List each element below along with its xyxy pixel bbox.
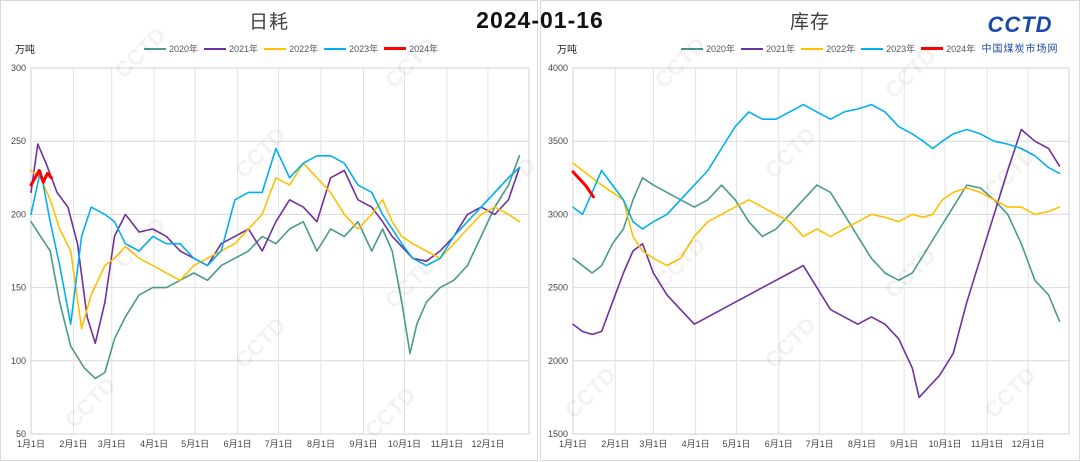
x-tick-label: 11月1日 [971,439,1003,449]
inventory-panel: 库存 万吨 2020年 2021年 2022年 2023年 2024年 1500 2000… [540,0,1080,461]
legend-swatch [741,47,764,50]
y-tick-label: 150 [11,283,26,293]
legend-item: 2024年 [384,42,438,55]
series-line [571,170,595,199]
series-line [29,169,53,187]
series-line [30,162,521,330]
y-unit-label: 万吨 [15,45,35,56]
x-tick-label: 5月1日 [181,439,209,449]
legend-label: 2023年 [886,44,916,54]
y-tick-label: 100 [11,356,26,366]
x-tick-label: 2月1日 [601,439,629,449]
legend-label: 2024年 [946,44,976,54]
legend-label: 2023年 [349,44,379,54]
logo-mark: CCTD [987,12,1053,37]
y-unit-label: 万吨 [557,45,577,56]
y-tick-label: 2000 [548,356,568,366]
x-tick-label: 3月1日 [98,439,126,449]
y-tick-label: 250 [11,136,26,146]
series-line [30,143,521,344]
x-tick-label: 2月1日 [59,439,87,449]
x-tick-label: 3月1日 [639,439,667,449]
y-tick-label: 3000 [548,209,568,219]
series-line [30,155,521,380]
legend-label: 2020年 [706,44,736,54]
legend-item: 2022年 [801,42,855,55]
legend-swatch [264,47,287,50]
legend-item: 2020年 [681,42,735,55]
legend-item: 2023年 [861,42,915,55]
x-tick-label: 1月1日 [17,439,45,449]
y-tick-label: 2500 [548,283,568,293]
legend-item: 2020年 [144,42,198,55]
y-tick-label: 4000 [548,63,568,73]
x-tick-label: 12月1日 [1012,439,1045,449]
x-tick-label: 4月1日 [682,439,710,449]
legend-label: 2020年 [169,44,199,54]
legend-swatch [384,47,407,50]
legend-swatch [144,47,166,50]
series-line [30,147,521,325]
series-line [572,103,1061,230]
y-tick-label: 50 [16,429,26,439]
legend-item: 2021年 [741,42,795,55]
x-tick-label: 10月1日 [928,439,961,449]
legend-label: 2024年 [409,44,439,54]
x-tick-label: 11月1日 [431,439,463,449]
x-tick-label: 6月1日 [224,439,252,449]
legend-item: 2024年 [921,42,975,55]
legend-label: 2021年 [229,44,259,54]
x-tick-label: 12月1日 [471,439,504,449]
cctd-logo: CCTD 中国煤炭市场网 [970,12,1070,70]
x-tick-label: 7月1日 [806,439,834,449]
legend-swatch [921,47,944,50]
x-tick-label: 5月1日 [723,439,751,449]
x-tick-label: 8月1日 [307,439,335,449]
y-tick-label: 3500 [548,136,568,146]
x-tick-label: 4月1日 [140,439,168,449]
legend-swatch [324,47,347,50]
legend-swatch [681,47,703,50]
legend-swatch [204,47,227,50]
daily-consumption-panel: 日耗 万吨 2020年 2021年 2022年 2023年 2024年 50 100 150… [0,0,538,461]
series-line [572,177,1061,323]
legend-swatch [861,47,884,50]
x-tick-label: 10月1日 [388,439,421,449]
legend-label: 2022年 [289,44,319,54]
chart-title-daily-consumption: 日耗 [248,12,289,33]
inventory-plot: 1500 2000 2500 3000 3500 4000 1月1日 2月1日 3月1日 4月1日… [548,63,1070,449]
legend-item: 2021年 [204,42,258,55]
x-tick-label: 9月1日 [349,439,377,449]
legend-label: 2022年 [826,44,856,54]
logo-subtitle: 中国煤炭市场网 [981,44,1059,55]
x-tick-label: 7月1日 [265,439,293,449]
legend-swatch [801,47,824,50]
legend-label: 2021年 [766,44,796,54]
legend: 2020年 2021年 2022年 2023年 2024年 [681,42,975,55]
series-line [572,128,1061,399]
legend: 2020年 2021年 2022年 2023年 2024年 [144,42,438,55]
x-tick-label: 8月1日 [848,439,876,449]
x-tick-label: 9月1日 [890,439,918,449]
series-line [572,162,1061,267]
y-tick-label: 200 [11,209,26,219]
y-tick-label: 1500 [548,429,568,439]
daily-consumption-plot: 50 100 150 200 250 300 1月1日 2月1日 3月1日 4月1日 5月1日 6月1… [11,63,530,449]
chart-title-inventory: 库存 [789,12,830,33]
y-tick-label: 300 [11,63,26,73]
x-tick-label: 6月1日 [765,439,793,449]
plot-area-border [572,67,1070,435]
legend-item: 2022年 [264,42,318,55]
plot-area-border [30,67,530,435]
x-tick-label: 1月1日 [559,439,587,449]
legend-item: 2023年 [324,42,378,55]
